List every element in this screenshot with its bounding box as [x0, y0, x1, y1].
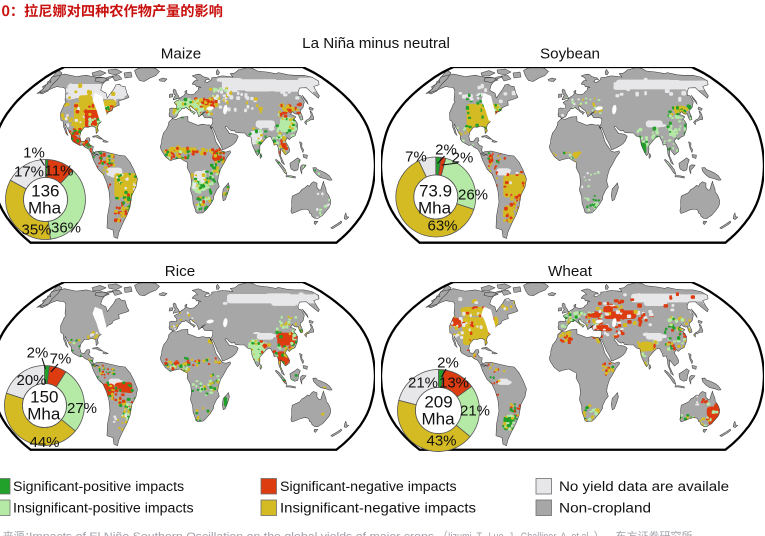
svg-text:11%: 11% [45, 163, 74, 180]
svg-text:2%: 2% [437, 355, 459, 372]
svg-text:21%: 21% [408, 375, 438, 392]
svg-text:26%: 26% [458, 187, 488, 204]
svg-text:Non-cropland: Non-cropland [559, 501, 651, 517]
svg-text:Significant-negative impacts: Significant-negative impacts [280, 479, 457, 495]
svg-text:136: 136 [31, 182, 59, 201]
svg-text:Iizumi, T., Luo, J., Challinor: Iizumi, T., Luo, J., Challinor, A. et al… [448, 531, 591, 536]
svg-text:27%: 27% [67, 400, 97, 417]
svg-text:2%: 2% [435, 142, 457, 159]
svg-text:35%: 35% [21, 222, 51, 239]
svg-text:Mha: Mha [418, 199, 452, 218]
svg-text:63%: 63% [427, 218, 457, 235]
svg-text:La Niña minus neutral: La Niña minus neutral [302, 35, 450, 52]
svg-text:Impacts of El Niño Southern Os: Impacts of El Niño Southern Oscillation … [29, 531, 435, 536]
svg-text:Insignificant-negative impacts: Insignificant-negative impacts [280, 501, 476, 517]
svg-text:Mha: Mha [421, 410, 455, 429]
svg-text:2%: 2% [27, 345, 49, 362]
svg-text:21%: 21% [460, 403, 490, 420]
svg-text:43%: 43% [426, 433, 456, 450]
svg-text:20%: 20% [16, 372, 46, 389]
svg-text:7%: 7% [405, 149, 427, 166]
svg-text:209: 209 [424, 393, 452, 412]
svg-text:73.9: 73.9 [419, 182, 452, 201]
svg-text:Wheat: Wheat [548, 263, 593, 280]
svg-text:Mha: Mha [28, 199, 62, 218]
svg-text:Soybean: Soybean [540, 45, 600, 62]
svg-text:44%: 44% [29, 434, 59, 451]
svg-text:Significant-positive impacts: Significant-positive impacts [13, 479, 184, 495]
svg-text:Mha: Mha [27, 405, 61, 424]
svg-text:36%: 36% [51, 220, 81, 237]
svg-text:2%: 2% [452, 150, 474, 167]
svg-text:Rice: Rice [165, 263, 195, 280]
svg-text:No yield data are availale: No yield data are availale [559, 479, 729, 495]
svg-text:17%: 17% [14, 164, 44, 181]
svg-text:1%: 1% [23, 145, 45, 162]
svg-text:Insignificant-positive impacts: Insignificant-positive impacts [13, 501, 194, 517]
svg-text:Maize: Maize [161, 45, 202, 62]
svg-text:150: 150 [30, 388, 58, 407]
svg-text:13%: 13% [439, 375, 469, 392]
svg-text:7%: 7% [50, 351, 72, 368]
